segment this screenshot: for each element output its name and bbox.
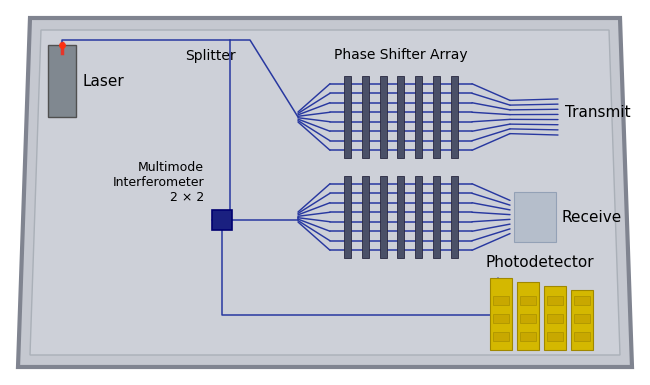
- Polygon shape: [30, 30, 620, 355]
- Bar: [571, 290, 593, 350]
- Text: Photodetector: Photodetector: [486, 255, 594, 270]
- Bar: [490, 278, 512, 350]
- Text: Phase Shifter Array: Phase Shifter Array: [334, 48, 468, 62]
- Text: Splitter: Splitter: [185, 49, 235, 63]
- Bar: [574, 296, 590, 305]
- Bar: [493, 332, 509, 341]
- Bar: [362, 176, 369, 258]
- Bar: [544, 286, 566, 350]
- Bar: [380, 176, 387, 258]
- Bar: [574, 314, 590, 323]
- Bar: [344, 176, 351, 258]
- Bar: [547, 296, 563, 305]
- Text: Multimode
Interferometer
2 × 2: Multimode Interferometer 2 × 2: [112, 161, 204, 204]
- Bar: [415, 76, 423, 158]
- Bar: [212, 210, 232, 230]
- Bar: [362, 76, 369, 158]
- Bar: [450, 76, 458, 158]
- Bar: [547, 332, 563, 341]
- Text: Transmit: Transmit: [565, 104, 630, 119]
- Bar: [450, 176, 458, 258]
- Text: Receive: Receive: [562, 209, 622, 224]
- Bar: [493, 314, 509, 323]
- Bar: [514, 192, 556, 242]
- Bar: [48, 45, 76, 117]
- Bar: [344, 76, 351, 158]
- Bar: [398, 76, 404, 158]
- Bar: [547, 314, 563, 323]
- Text: Laser: Laser: [82, 74, 124, 89]
- Bar: [433, 176, 440, 258]
- Bar: [520, 314, 536, 323]
- Bar: [433, 76, 440, 158]
- Bar: [520, 332, 536, 341]
- Bar: [517, 282, 539, 350]
- Polygon shape: [18, 18, 632, 367]
- Bar: [493, 296, 509, 305]
- Bar: [380, 76, 387, 158]
- Bar: [398, 176, 404, 258]
- Bar: [415, 176, 423, 258]
- Bar: [574, 332, 590, 341]
- Bar: [520, 296, 536, 305]
